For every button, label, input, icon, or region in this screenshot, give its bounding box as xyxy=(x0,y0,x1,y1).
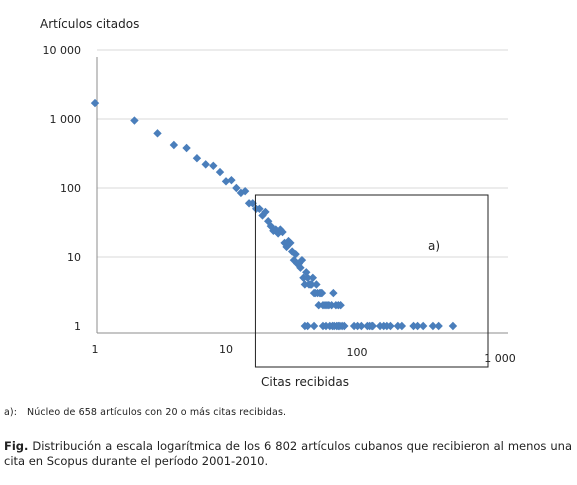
data-point xyxy=(413,321,422,331)
data-point xyxy=(215,167,225,177)
data-point xyxy=(286,238,295,248)
data-point xyxy=(192,154,202,163)
data-point xyxy=(368,321,377,331)
footnote-text: Núcleo de 658 artículos con 20 o más cit… xyxy=(27,407,287,418)
data-point xyxy=(303,321,312,331)
footnote: a): Núcleo de 658 artículos con 20 o más … xyxy=(4,407,286,418)
data-point xyxy=(297,255,307,265)
data-point xyxy=(327,301,336,310)
data-point xyxy=(255,204,264,213)
data-point xyxy=(340,321,349,331)
x-tick-label: 10 xyxy=(219,343,233,356)
figure-caption: Fig. Distribución a escala logarítmica d… xyxy=(4,439,572,469)
data-point xyxy=(130,116,139,125)
caption-text: Distribución a escala logarítmica de los… xyxy=(4,439,572,468)
x-tick-label: 1 xyxy=(92,343,99,356)
y-tick-label: 1 xyxy=(74,320,81,333)
data-point xyxy=(336,301,345,310)
y-tick-label: 10 000 xyxy=(43,44,82,57)
y-tick-label: 100 xyxy=(60,182,81,195)
data-point xyxy=(264,217,273,226)
data-point xyxy=(232,183,241,193)
data-point xyxy=(278,227,287,237)
data-point xyxy=(418,321,428,331)
annotation-label: a) xyxy=(428,239,440,253)
data-point xyxy=(448,321,458,331)
data-point xyxy=(201,160,210,169)
data-point xyxy=(261,207,270,217)
data-point xyxy=(273,229,283,238)
data-point xyxy=(317,288,327,298)
x-axis-ticks: 1 10 100 1 000 xyxy=(92,343,516,365)
x-tick-label: 100 xyxy=(347,346,368,359)
data-point xyxy=(329,288,338,298)
data-point xyxy=(209,161,218,170)
data-point xyxy=(307,280,316,289)
y-axis-ticks: 1 10 100 1 000 10 000 xyxy=(43,44,82,333)
gridlines xyxy=(97,49,508,258)
caption-prefix: Fig. xyxy=(4,439,29,453)
data-point xyxy=(240,186,250,196)
data-point xyxy=(308,273,318,282)
y-axis-title: Artículos citados xyxy=(40,17,139,31)
data-point xyxy=(303,273,312,282)
data-point xyxy=(227,175,236,185)
data-point xyxy=(296,263,305,272)
footnote-marker: a): xyxy=(4,407,18,418)
data-points xyxy=(90,98,458,331)
data-point xyxy=(397,321,407,331)
data-point xyxy=(169,140,179,150)
data-point xyxy=(312,280,321,289)
y-tick-label: 1 000 xyxy=(50,113,82,126)
x-axis-title: Citas recibidas xyxy=(261,375,349,389)
y-tick-label: 10 xyxy=(67,251,81,264)
annotation-box xyxy=(254,194,489,368)
data-point xyxy=(309,321,319,331)
data-point xyxy=(314,301,323,310)
data-point xyxy=(182,143,191,153)
data-point xyxy=(291,249,300,259)
data-point xyxy=(90,98,100,108)
data-point xyxy=(428,321,438,331)
data-point xyxy=(386,321,395,331)
data-point xyxy=(221,177,231,186)
x-tick-label: 1 000 xyxy=(484,352,516,365)
data-point xyxy=(153,129,162,138)
data-point xyxy=(357,321,366,331)
data-point xyxy=(248,199,257,208)
data-point xyxy=(434,321,443,331)
